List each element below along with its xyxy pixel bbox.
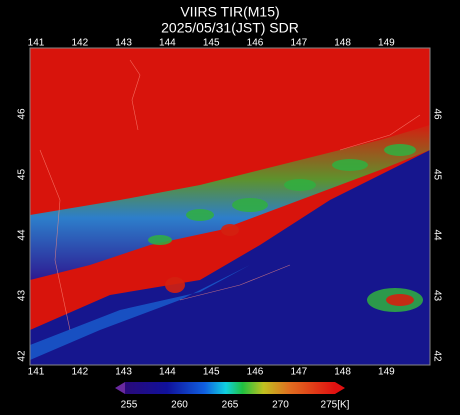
longitude-label-top: 147 — [290, 38, 307, 49]
longitude-label-top: 143 — [115, 38, 132, 49]
longitude-label-top: 141 — [28, 38, 45, 49]
longitude-label-top: 142 — [71, 38, 88, 49]
latitude-label-left: 46 — [17, 108, 28, 120]
satellite-image — [29, 47, 431, 366]
latitude-label-right: 46 — [431, 108, 442, 120]
latitude-label-left: 45 — [17, 169, 28, 181]
latitude-label-right: 44 — [431, 229, 442, 241]
longitude-label-bottom: 147 — [290, 367, 307, 378]
longitude-label-top: 149 — [378, 38, 395, 49]
longitude-label-bottom: 143 — [115, 367, 132, 378]
longitude-label-bottom: 142 — [71, 367, 88, 378]
colorbar-label: 275[K] — [321, 400, 350, 411]
longitude-label-bottom: 145 — [203, 367, 220, 378]
colorbar-label: 270 — [272, 400, 289, 411]
longitude-label-bottom: 141 — [28, 367, 45, 378]
colorbar — [115, 382, 345, 394]
longitude-label-top: 145 — [203, 38, 220, 49]
latitude-label-right: 42 — [431, 350, 442, 362]
longitude-label-top: 146 — [247, 38, 264, 49]
colorbar-label: 255 — [121, 400, 138, 411]
colorbar-label: 265 — [222, 400, 239, 411]
latitude-label-left: 42 — [17, 350, 28, 362]
longitude-label-bottom: 144 — [159, 367, 176, 378]
longitude-label-bottom: 146 — [247, 367, 264, 378]
longitude-label-top: 144 — [159, 38, 176, 49]
latitude-label-left: 44 — [17, 229, 28, 241]
latitude-label-right: 43 — [431, 290, 442, 302]
longitude-label-top: 148 — [334, 38, 351, 49]
longitude-label-bottom: 148 — [334, 367, 351, 378]
subtitle: 2025/05/31(JST) SDR — [161, 20, 299, 36]
title: VIIRS TIR(M15) — [180, 4, 279, 20]
latitude-label-left: 43 — [17, 290, 28, 302]
latitude-label-right: 45 — [431, 169, 442, 181]
longitude-label-bottom: 149 — [378, 367, 395, 378]
colorbar-label: 260 — [171, 400, 188, 411]
